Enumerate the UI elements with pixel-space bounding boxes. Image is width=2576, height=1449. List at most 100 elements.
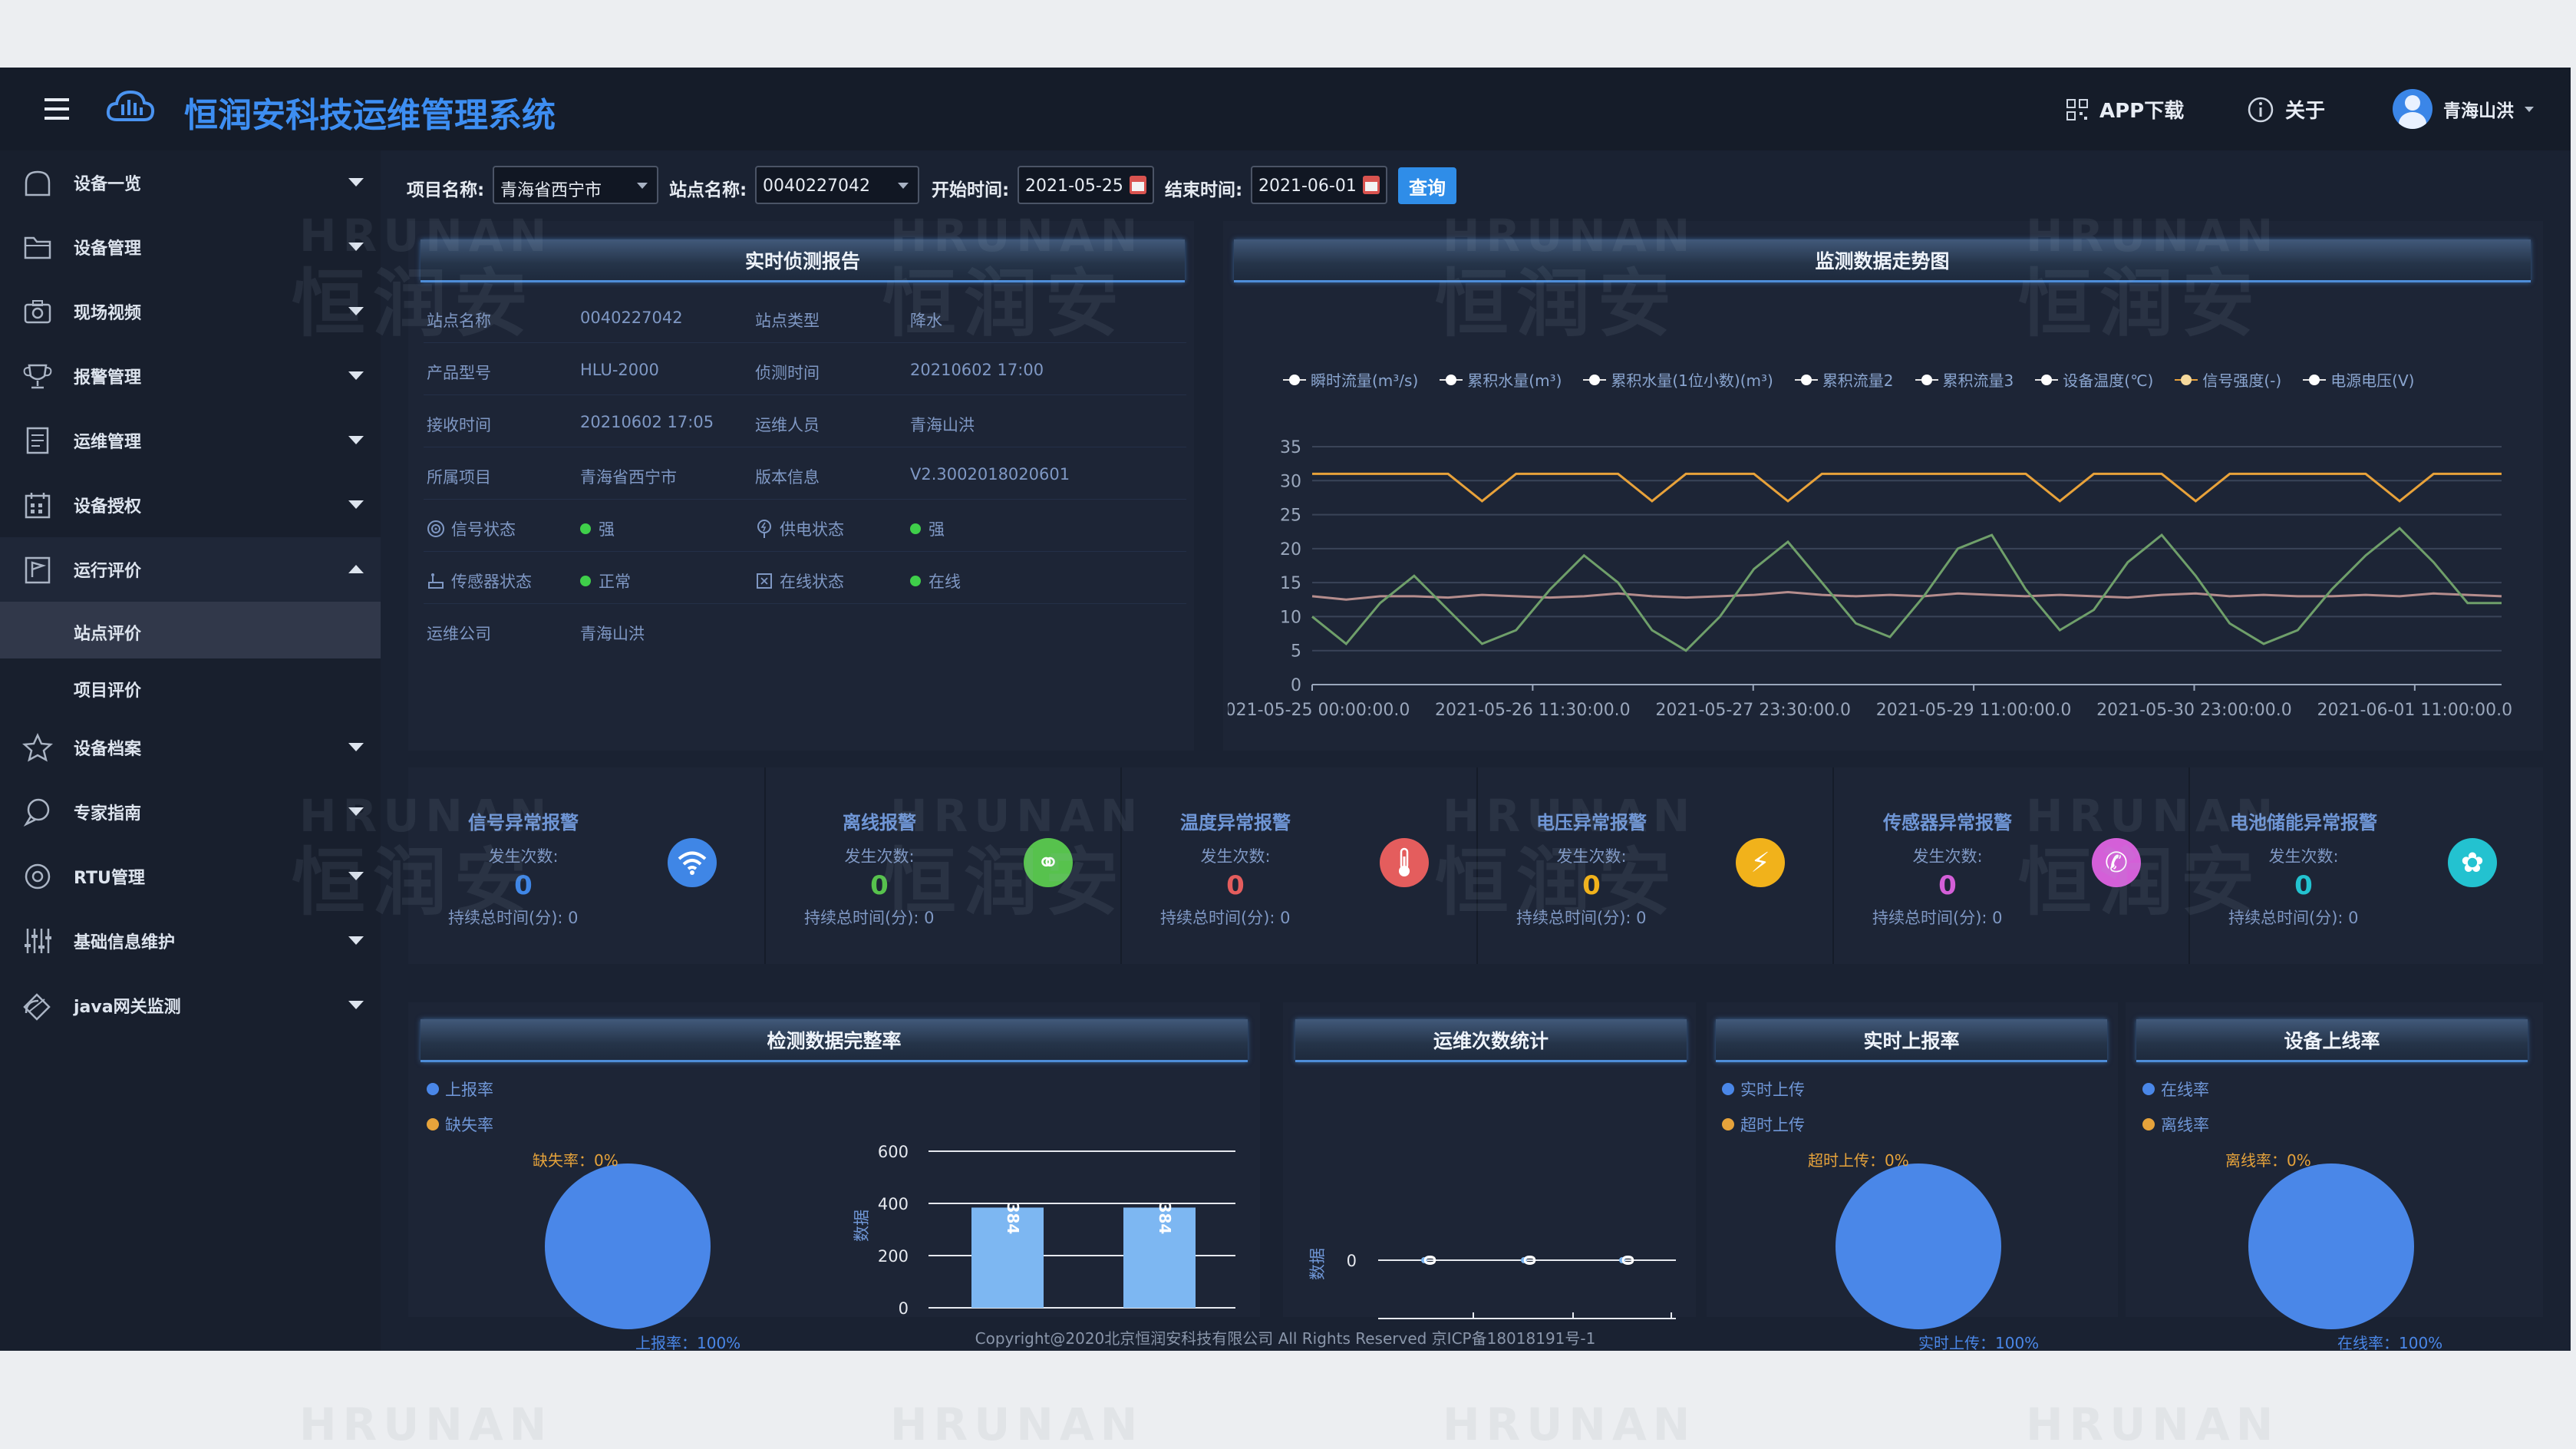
info-value: 20210602 17:00 xyxy=(910,361,1044,379)
sidebar-subitem-label: 站点评价 xyxy=(74,625,142,644)
chevron-down-icon xyxy=(348,936,364,945)
camera-icon xyxy=(24,300,51,324)
legend-label: 瞬时流量(m³/s) xyxy=(1311,371,1419,390)
legend-item[interactable]: 在线率 xyxy=(2142,1078,2209,1101)
y-tick-label: 400 xyxy=(878,1195,909,1213)
y-tick-label: 0 xyxy=(899,1299,909,1318)
sidebar-item-label: 运维管理 xyxy=(74,433,142,452)
legend-item[interactable]: 信号强度(-) xyxy=(2175,368,2281,391)
sidebar-item-device-archive[interactable]: 设备档案 xyxy=(0,715,381,780)
chevron-down-icon xyxy=(348,807,364,816)
query-button[interactable]: 查询 xyxy=(1398,167,1456,204)
alarm-count: 0 xyxy=(870,870,889,901)
status-dot xyxy=(580,576,591,586)
thermometer-icon xyxy=(1380,838,1429,887)
caret-down-icon xyxy=(637,183,648,189)
info-value: V2.3002018020601 xyxy=(910,465,1070,484)
legend-item[interactable]: 缺失率 xyxy=(427,1113,493,1136)
info-value: HLU-2000 xyxy=(580,361,659,379)
legend-item[interactable]: 瞬时流量(m³/s) xyxy=(1283,368,1418,391)
sidebar-item-device-management[interactable]: 设备管理 xyxy=(0,215,381,279)
sidebar-item-site-video[interactable]: 现场视频 xyxy=(0,279,381,344)
calendar-icon[interactable] xyxy=(1130,176,1146,194)
legend-item[interactable]: 累积水量(m³) xyxy=(1440,368,1562,391)
x-tick-label: 2021-05-26 11:30:00.0 xyxy=(1435,701,1631,720)
sidebar: 设备一览 设备管理 现场视频 报警管理 运维管理 设备授权 xyxy=(0,150,381,1351)
legend-item[interactable]: 上报率 xyxy=(427,1078,493,1101)
project-select[interactable]: 青海省西宁市 xyxy=(493,166,658,204)
info-label-text: 供电状态 xyxy=(780,520,844,539)
alarm-count-label: 发生次数: xyxy=(844,847,915,866)
online-panel-title: 设备上线率 xyxy=(2136,1019,2528,1062)
info-value: 青海省西宁市 xyxy=(580,468,677,487)
legend-dot xyxy=(2142,1083,2155,1095)
project-select-value: 青海省西宁市 xyxy=(500,181,602,200)
sidebar-subitem-station-evaluation[interactable]: 站点评价 xyxy=(0,602,381,658)
temperature-line xyxy=(1311,526,2502,652)
alarm-duration-value: 0 xyxy=(1992,909,2003,927)
legend-item[interactable]: 超时上传 xyxy=(1722,1113,1805,1136)
station-label: 站点名称: xyxy=(669,180,747,200)
top-header: 恒润安科技运维管理系统 APP下载 关于 青海山洪 xyxy=(0,68,2571,150)
alarm-title: 离线报警 xyxy=(843,812,916,833)
about-button[interactable]: 关于 xyxy=(2247,95,2325,124)
alarm-card: 电池储能异常报警 发生次数: 0 持续总时间(分): 0 ✿ xyxy=(2188,767,2543,964)
station-select[interactable]: 0040227042 xyxy=(755,166,919,204)
sensor-icon xyxy=(428,573,444,589)
info-label: 站点类型 xyxy=(755,312,820,330)
legend-item[interactable]: 累积水量(1位小数)(m³) xyxy=(1583,368,1773,391)
bar-value-label: 384 xyxy=(1156,1203,1174,1235)
alarm-title: 温度异常报警 xyxy=(1180,812,1291,833)
sidebar-item-expert-guide[interactable]: 专家指南 xyxy=(0,780,381,844)
menu-toggle-icon[interactable] xyxy=(45,98,69,120)
sensor-status-label: 传感器状态 xyxy=(427,569,532,592)
legend-label: 上报率 xyxy=(445,1081,493,1099)
info-label-text: 传感器状态 xyxy=(451,573,532,591)
y-tick-label: 25 xyxy=(1280,507,1301,526)
alarm-duration: 持续总时间(分): 0 xyxy=(804,906,935,929)
app-download-button[interactable]: APP下载 xyxy=(2066,95,2184,124)
alarm-count: 0 xyxy=(1938,870,1957,901)
data-point xyxy=(1521,1257,1527,1263)
alarm-count: 0 xyxy=(514,870,533,901)
calendar-icon[interactable] xyxy=(1363,176,1380,194)
sidebar-item-label: 现场视频 xyxy=(74,304,142,323)
y-tick-label: 35 xyxy=(1280,438,1301,457)
chevron-up-icon xyxy=(348,565,364,573)
user-menu[interactable]: 青海山洪 xyxy=(2393,89,2534,129)
chevron-down-icon xyxy=(348,243,364,251)
signal-status-value: 强 xyxy=(580,517,615,540)
data-point-label: 0 xyxy=(1420,1255,1439,1266)
sidebar-item-operations-management[interactable]: 运维管理 xyxy=(0,408,381,473)
sidebar-item-alarm-management[interactable]: 报警管理 xyxy=(0,344,381,408)
legend-item[interactable]: 累积流量3 xyxy=(1915,368,2014,391)
sidebar-item-device-overview[interactable]: 设备一览 xyxy=(0,150,381,215)
sidebar-item-device-authorization[interactable]: 设备授权 xyxy=(0,473,381,537)
legend-item[interactable]: 离线率 xyxy=(2142,1113,2209,1136)
row-divider xyxy=(424,551,1186,552)
end-date-input[interactable]: 2021-06-01 xyxy=(1251,166,1387,204)
sidebar-item-operation-evaluation[interactable]: 运行评价 xyxy=(0,537,381,602)
alarm-duration: 持续总时间(分): 0 xyxy=(2228,906,2359,929)
data-point-label: 0 xyxy=(1618,1255,1637,1266)
sidebar-item-java-gateway[interactable]: java网关监测 xyxy=(0,973,381,1038)
chevron-down-icon xyxy=(348,436,364,444)
legend-item[interactable]: 电源电压(V) xyxy=(2303,368,2414,391)
y-tick-label: 0 xyxy=(1347,1252,1357,1270)
legend-item[interactable]: 实时上传 xyxy=(1722,1078,1805,1101)
legend-item[interactable]: 累积流量2 xyxy=(1794,368,1894,391)
info-value: 降水 xyxy=(910,312,942,330)
legend-item[interactable]: 设备温度(℃) xyxy=(2035,368,2153,391)
legend-label: 超时上传 xyxy=(1740,1116,1805,1134)
y-axis-label: 数据 xyxy=(1308,1248,1327,1280)
chevron-down-icon xyxy=(348,872,364,880)
legend-label: 累积水量(1位小数)(m³) xyxy=(1611,371,1773,390)
alarm-count: 0 xyxy=(2294,870,2313,901)
pie-label-missing: 缺失率：0% xyxy=(533,1151,618,1170)
sidebar-subitem-project-evaluation[interactable]: 项目评价 xyxy=(0,658,381,715)
sidebar-item-basic-info[interactable]: 基础信息维护 xyxy=(0,909,381,973)
start-date-input[interactable]: 2021-05-25 xyxy=(1018,166,1154,204)
sidebar-item-rtu-management[interactable]: RTU管理 xyxy=(0,844,381,909)
start-time-label: 开始时间: xyxy=(932,180,1010,200)
legend-dot xyxy=(1722,1118,1734,1130)
